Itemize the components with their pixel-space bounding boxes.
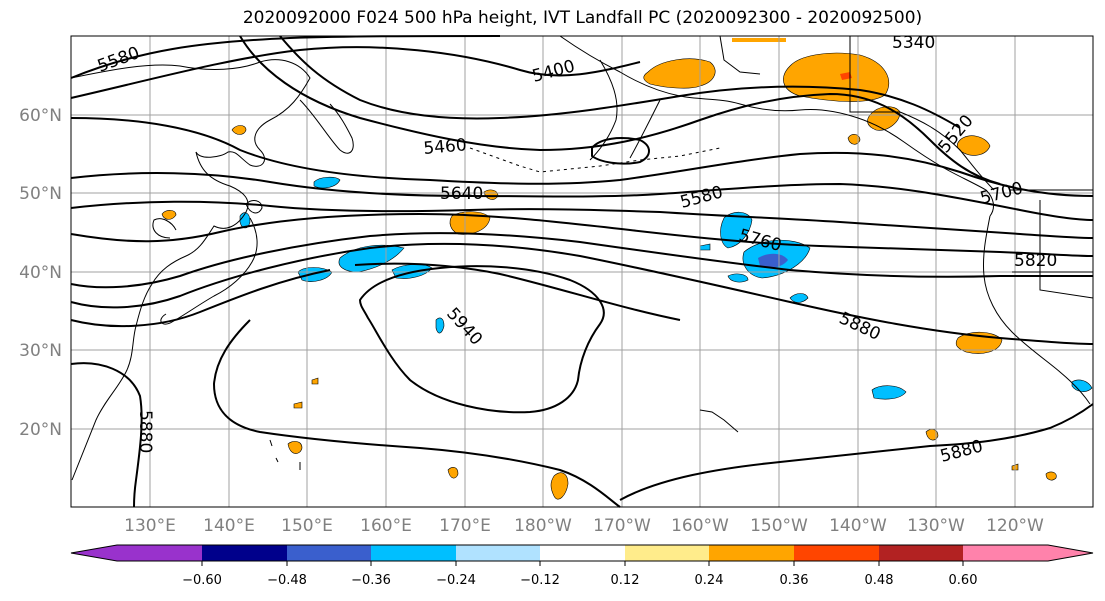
colorbar-tick-label: −0.36 [351, 573, 391, 588]
colorbar-extend-low [71, 545, 117, 561]
ivt-positive-patch [550, 472, 569, 500]
lon-label: 180°W [514, 516, 572, 536]
lon-label: 160°E [360, 516, 412, 536]
colorbar-segment [794, 545, 879, 561]
ivt-positive-patch [732, 38, 786, 42]
lat-label: 60°N [19, 106, 62, 126]
colorbar-segment [879, 545, 964, 561]
contour-label: 5880 [135, 410, 155, 453]
lon-label: 170°W [593, 516, 651, 536]
contour-label: 5580 [678, 182, 725, 213]
contour-label: 5880 [938, 436, 985, 467]
ivt-positive-patch [925, 429, 939, 441]
colorbar-segment [540, 545, 625, 561]
lat-label: 40°N [19, 263, 62, 283]
graticule [71, 36, 1093, 507]
ivt-negative-patch [1071, 379, 1093, 392]
colorbar-tick-label: 0.60 [949, 573, 978, 588]
lon-label: 130°E [124, 516, 176, 536]
colorbar-segment [709, 545, 794, 561]
lon-label: 150°E [281, 516, 333, 536]
colorbar-segment [202, 545, 287, 561]
ivt-positive-patch [231, 125, 247, 135]
ivt-positive-patch [287, 441, 303, 454]
ivt-positive-patch [161, 210, 177, 220]
colorbar-tick-label: 0.48 [865, 573, 894, 588]
lon-label: 150°W [750, 516, 808, 536]
colorbar-tick-label: 0.24 [695, 573, 724, 588]
colorbar-segment [287, 545, 372, 561]
contour-label: 5880 [836, 308, 884, 344]
ivt-negative-patch [313, 176, 341, 189]
contour-label: 5460 [423, 135, 468, 159]
ivt-positive-patch [847, 134, 861, 145]
colorbar-tick-label: 0.12 [611, 573, 640, 588]
height-contours [70, 35, 1094, 508]
longitude-labels: 130°E 140°E 150°E 160°E 170°E 180°W 170°… [124, 516, 1044, 536]
ivt-negative-patch [435, 317, 445, 334]
colorbar-outline [70, 544, 1094, 562]
colorbar-segment [963, 545, 1048, 561]
colorbar-segment [371, 545, 456, 561]
ivt-positive-patch [643, 58, 716, 89]
colorbar-tick-label: 0.36 [780, 573, 809, 588]
ivt-positive-patch [449, 211, 491, 235]
colorbar-tick-label: −0.24 [436, 573, 476, 588]
lat-label: 20°N [19, 420, 62, 440]
ivt-positive-patch [840, 72, 852, 80]
ivt-negative-patch [338, 244, 405, 273]
ivt-positive-patch [956, 135, 991, 156]
colorbar-segment [117, 545, 202, 561]
ivt-positive-patch [293, 401, 303, 409]
lon-label: 160°W [671, 516, 729, 536]
ivt-negative-patch [727, 273, 749, 283]
latitude-labels: 60°N 50°N 40°N 30°N 20°N [19, 106, 62, 440]
colorbar-extend-high [1048, 545, 1093, 561]
ivt-positive-patch [447, 467, 459, 479]
colorbar-segment [456, 545, 541, 561]
ivt-shading [161, 38, 1093, 500]
ivt-positive-patch [867, 106, 901, 131]
contour-label: 5820 [1014, 251, 1057, 271]
colorbar-tick-label: −0.12 [520, 573, 560, 588]
lon-label: 120°W [986, 516, 1044, 536]
ivt-positive-patch [1045, 471, 1057, 481]
ivt-positive-patch [483, 189, 499, 200]
lat-label: 50°N [19, 184, 62, 204]
contour-label: 5940 [442, 304, 486, 350]
lat-label: 30°N [19, 341, 62, 361]
colorbar-tick-label: −0.60 [182, 573, 222, 588]
map-frame [70, 35, 1094, 508]
colorbar: −0.60 −0.48 −0.36 −0.24 −0.12 0.12 0.24 … [70, 544, 1094, 588]
lon-label: 140°W [829, 516, 887, 536]
lon-label: 170°E [439, 516, 491, 536]
coastlines [70, 35, 1094, 481]
ivt-negative-patch [699, 243, 711, 251]
colorbar-segment [625, 545, 710, 561]
ivt-negative-patch [239, 212, 251, 229]
map-title: 2020092000 F024 500 hPa height, IVT Land… [242, 8, 923, 28]
lon-label: 140°E [203, 516, 255, 536]
lon-label: 130°W [907, 516, 965, 536]
ivt-positive-patch [311, 377, 319, 385]
contour-label: 5700 [978, 178, 1025, 209]
contour-label: 5340 [892, 33, 935, 53]
ivt-negative-patch [871, 385, 907, 400]
colorbar-tick-label: −0.48 [267, 573, 307, 588]
contour-label: 5400 [530, 56, 577, 87]
ivt-negative-patch [758, 253, 788, 268]
contour-label: 5580 [95, 43, 142, 77]
ivt-negative-patch [789, 293, 809, 303]
contour-label: 5640 [440, 184, 483, 204]
